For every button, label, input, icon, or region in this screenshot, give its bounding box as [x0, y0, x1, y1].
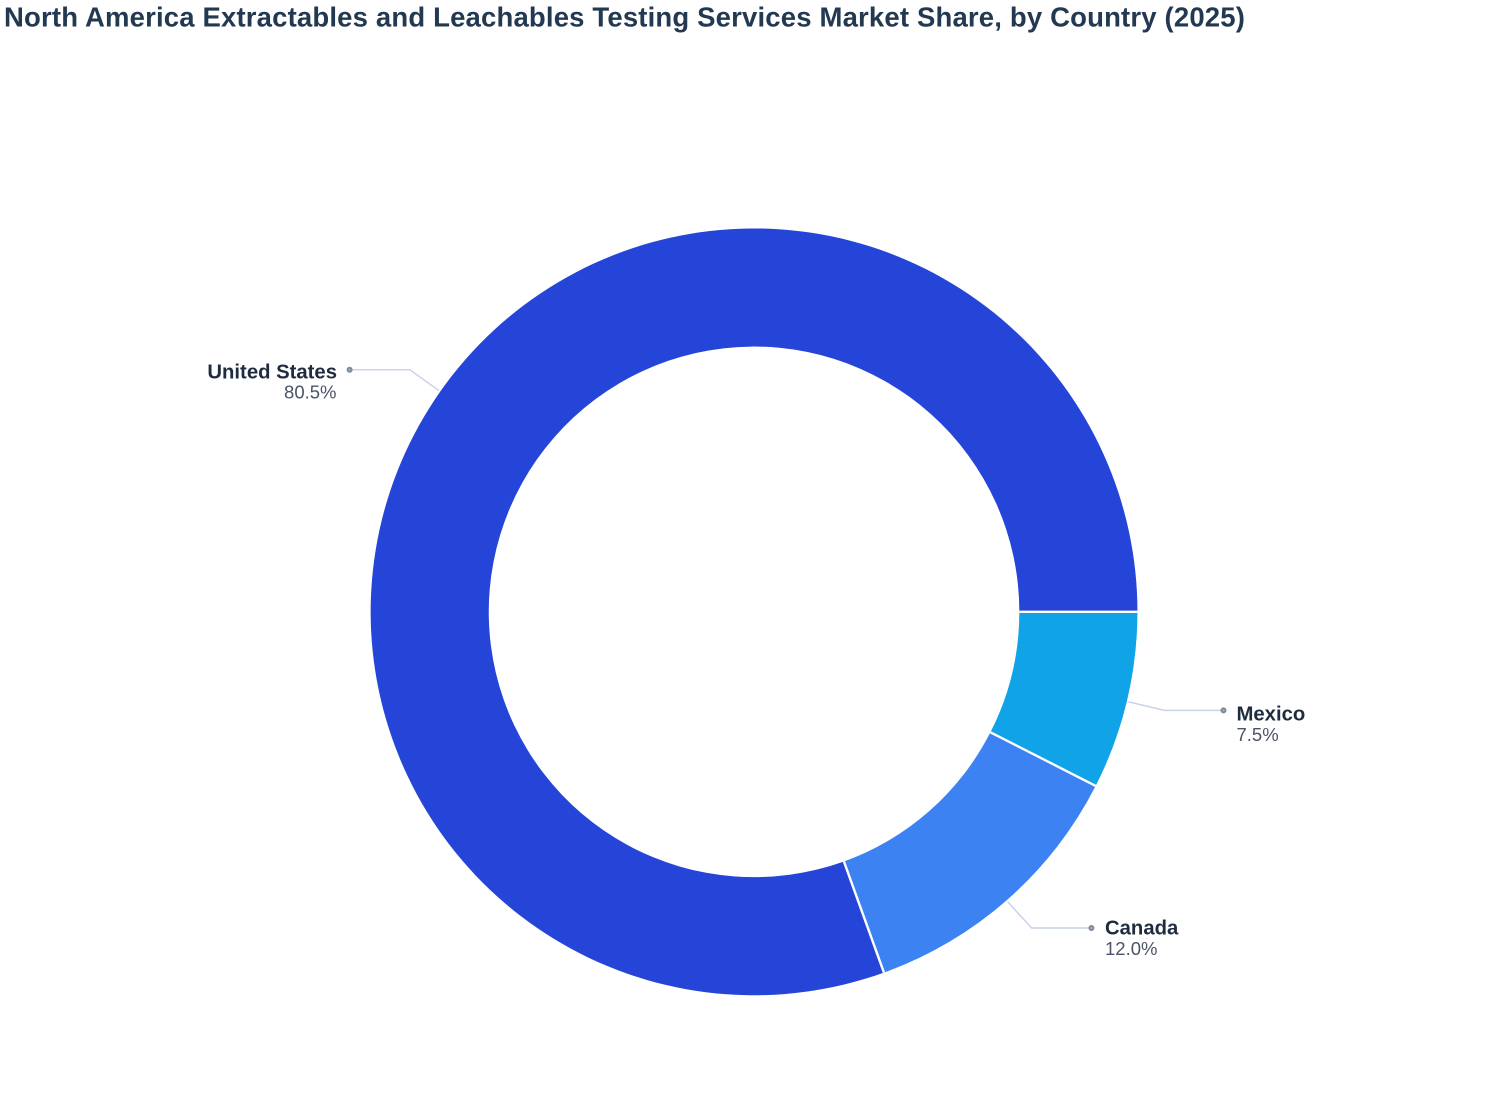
svg-text:12.0%: 12.0%: [1105, 938, 1157, 959]
svg-text:Canada: Canada: [1105, 918, 1179, 940]
svg-text:80.5%: 80.5%: [284, 381, 336, 402]
svg-text:United States: United States: [207, 361, 337, 383]
svg-text:7.5%: 7.5%: [1237, 724, 1279, 745]
svg-text:North America Extractables and: North America Extractables and Leachable…: [4, 2, 1245, 33]
svg-text:Mexico: Mexico: [1237, 703, 1306, 725]
